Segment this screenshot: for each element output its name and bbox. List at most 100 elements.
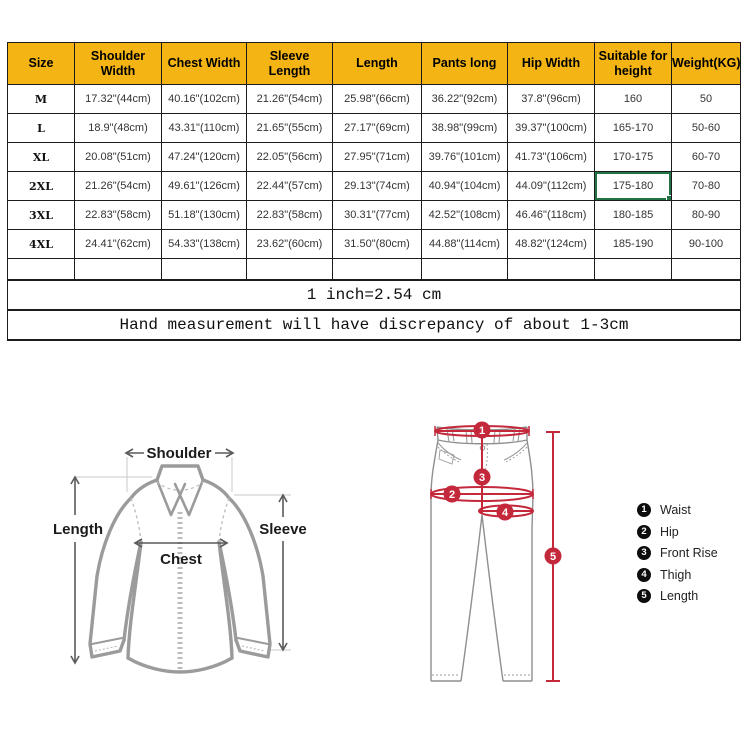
data-cell[interactable]: 47.24"(120cm) [161,142,247,172]
shirt-stitching [94,481,266,669]
size-cell[interactable]: 4XL [7,229,75,259]
length-label: Length [53,521,103,538]
data-cell[interactable]: 25.98"(66cm) [332,84,422,114]
data-cell[interactable]: 21.26"(54cm) [74,171,162,201]
size-cell[interactable]: L [7,113,75,143]
data-cell[interactable]: 22.05"(56cm) [246,142,333,172]
data-cell[interactable]: 38.98"(99cm) [421,113,508,143]
data-cell[interactable]: 180-185 [594,200,672,230]
empty-cell[interactable] [7,258,75,280]
data-cell[interactable]: 39.76"(101cm) [421,142,508,172]
empty-cell[interactable] [332,258,422,280]
data-cell[interactable]: 40.16"(102cm) [161,84,247,114]
empty-cell[interactable] [246,258,333,280]
data-cell[interactable]: 90-100 [671,229,741,259]
table-row: XL 20.08"(51cm) 47.24"(120cm) 22.05"(56cm) 2… [7,142,741,172]
size-cell[interactable]: XL [7,142,75,172]
data-cell[interactable]: 21.65"(55cm) [246,113,333,143]
pants-diagram: 1 2 3 4 5 [430,421,562,682]
data-cell[interactable]: 51.18"(130cm) [161,200,247,230]
data-cell[interactable]: 170-175 [594,142,672,172]
shirt-guide-lines [76,457,291,651]
empty-cell[interactable] [671,258,741,280]
data-cell[interactable]: 40.94"(104cm) [421,171,508,201]
col-header-shoulder-width[interactable]: Shoulder Width [74,42,162,85]
col-header-length[interactable]: Length [332,42,422,85]
legend-number-badge: 2 [637,524,651,539]
legend-label: Thigh [660,567,692,582]
size-cell[interactable]: 3XL [7,200,75,230]
data-cell[interactable]: 37.8"(96cm) [507,84,595,114]
data-cell[interactable]: 23.62"(60cm) [246,229,333,259]
table-row: 4XL 24.41"(62cm) 54.33"(138cm) 23.62"(60cm)… [7,229,741,259]
col-header-hip-width[interactable]: Hip Width [507,42,595,85]
col-header-sleeve-length[interactable]: Sleeve Length [246,42,333,85]
data-cell[interactable]: 70-80 [671,171,741,201]
empty-cell[interactable] [507,258,595,280]
legend-number-badge: 4 [637,567,651,582]
data-cell[interactable]: 21.26"(54cm) [246,84,333,114]
data-cell[interactable]: 80-90 [671,200,741,230]
svg-text:3: 3 [479,472,485,484]
data-cell[interactable]: 44.88"(114cm) [421,229,508,259]
shirt-outline [88,464,272,674]
data-cell[interactable]: 27.17"(69cm) [332,113,422,143]
data-cell[interactable]: 54.33"(138cm) [161,229,247,259]
legend-label: Hip [660,524,679,539]
col-header-chest-width[interactable]: Chest Width [161,42,247,85]
data-cell[interactable]: 31.50"(80cm) [332,229,422,259]
data-cell[interactable]: 22.83"(58cm) [246,200,333,230]
empty-cell[interactable] [74,258,162,280]
svg-text:4: 4 [502,507,509,519]
col-header-suitable-height[interactable]: Suitable for height [594,42,672,85]
legend-label: Front Rise [660,546,718,560]
data-cell[interactable]: 60-70 [671,142,741,172]
data-cell[interactable]: 160 [594,84,672,114]
data-cell[interactable]: 46.46"(118cm) [507,200,595,230]
note-measurement-cell[interactable]: Hand measurement will have discrepancy o… [7,308,741,341]
data-cell[interactable]: 39.37"(100cm) [507,113,595,143]
data-cell[interactable]: 29.13"(74cm) [332,171,422,201]
data-cell[interactable]: 22.44"(57cm) [246,171,333,201]
legend-item: 5 Length [637,589,718,603]
pants-marker-hip: 2 [443,485,461,503]
sleeve-label: Sleeve [259,521,307,538]
pants-marker-thigh: 4 [496,503,514,521]
data-cell[interactable]: 27.95"(71cm) [332,142,422,172]
empty-cell[interactable] [161,258,247,280]
empty-cell[interactable] [594,258,672,280]
data-cell[interactable]: 41.73"(106cm) [507,142,595,172]
data-cell[interactable]: 165-170 [594,113,672,143]
data-cell[interactable]: 44.09"(112cm) [507,171,595,201]
data-cell[interactable]: 24.41"(62cm) [74,229,162,259]
data-cell[interactable]: 22.83"(58cm) [74,200,162,230]
legend-item: 3 Front Rise [637,546,718,560]
data-cell[interactable]: 50-60 [671,113,741,143]
data-cell[interactable]: 18.9"(48cm) [74,113,162,143]
col-header-pants-long[interactable]: Pants long [421,42,508,85]
pants-marker-waist: 1 [473,421,491,439]
svg-text:2: 2 [449,489,455,501]
data-cell[interactable]: 43.31"(110cm) [161,113,247,143]
data-cell[interactable]: 50 [671,84,741,114]
data-cell[interactable]: 30.31"(77cm) [332,200,422,230]
data-cell[interactable]: 42.52"(108cm) [421,200,508,230]
data-cell[interactable]: 20.08"(51cm) [74,142,162,172]
note-row-measurement: Hand measurement will have discrepancy o… [7,308,741,341]
data-cell[interactable]: 175-180 [594,171,672,201]
data-cell[interactable]: 48.82"(124cm) [507,229,595,259]
data-cell[interactable]: 36.22"(92cm) [421,84,508,114]
data-cell[interactable]: 49.61"(126cm) [161,171,247,201]
size-cell[interactable]: M [7,84,75,114]
data-cell[interactable]: 185-190 [594,229,672,259]
note-inch-cell[interactable]: 1 inch=2.54 cm [7,278,741,310]
pants-measure-marks [430,425,560,682]
empty-cell[interactable] [421,258,508,280]
col-header-weight[interactable]: Weight(KG) [671,42,741,85]
size-cell[interactable]: 2XL [7,171,75,201]
legend-number-badge: 1 [637,503,651,517]
legend-item: 2 Hip [637,524,718,539]
data-cell[interactable]: 17.32"(44cm) [74,84,162,114]
col-header-size[interactable]: Size [7,42,75,85]
size-table: Size Shoulder Width Chest Width Sleeve L… [7,42,741,341]
